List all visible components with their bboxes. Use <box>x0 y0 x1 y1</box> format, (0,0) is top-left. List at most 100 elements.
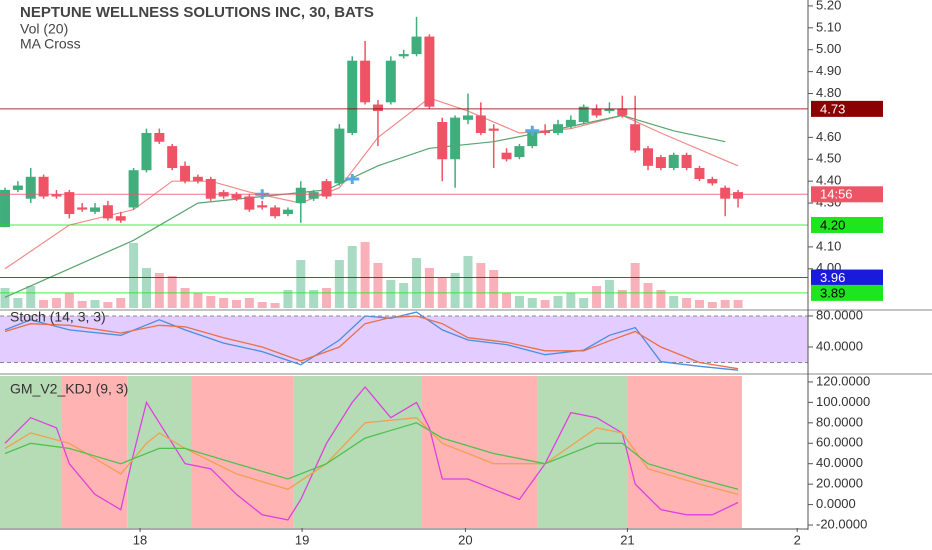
volume-bar <box>553 296 563 308</box>
candle-body <box>733 192 744 199</box>
y-tick-label: 4.90 <box>816 63 841 78</box>
signal-region <box>421 376 538 528</box>
indicator-line <box>4 97 739 270</box>
volume-bar <box>386 280 396 308</box>
signal-region <box>537 376 628 528</box>
indicator-line <box>4 422 739 490</box>
volume-bar <box>13 298 23 308</box>
volume-bar <box>720 300 730 308</box>
y-tick-label: 80.0000 <box>816 307 863 322</box>
candle-body <box>450 117 461 160</box>
volume-bar <box>579 298 589 308</box>
volume-bar <box>51 298 61 308</box>
y-tick-label: 80.0000 <box>816 414 863 429</box>
indicator-line <box>4 417 739 496</box>
candle-body <box>270 207 281 217</box>
y-tick-label: 4.10 <box>816 238 841 253</box>
candle-body <box>231 194 242 199</box>
candle-body <box>115 216 126 221</box>
candle-body <box>385 60 396 103</box>
y-tick-label: 40.0000 <box>816 455 863 470</box>
volume-bar <box>231 300 241 308</box>
price-level-label: 3.96 <box>820 270 845 285</box>
volume-bar <box>64 293 74 308</box>
y-tick-label: 40.0000 <box>816 338 863 353</box>
candle-body <box>295 187 306 204</box>
signal-region <box>293 376 422 528</box>
candle-body <box>347 60 358 133</box>
y-tick-label: 100.0000 <box>816 394 870 409</box>
volume-bar <box>103 302 113 308</box>
volume-bar <box>309 290 319 308</box>
candle-body <box>257 205 268 208</box>
candle-body <box>475 115 486 133</box>
price-level-label-bg <box>811 186 883 203</box>
volume-bar <box>476 263 486 308</box>
volume-bar <box>669 296 679 308</box>
indicator-label: MA Cross <box>20 36 81 52</box>
candle-body <box>372 104 383 112</box>
candle-body <box>514 146 525 158</box>
volume-bar <box>270 303 280 308</box>
volume-bar <box>373 263 383 308</box>
candle-body <box>462 115 473 120</box>
candle-body <box>643 148 654 166</box>
volume-bar <box>514 296 524 308</box>
y-tick-label: 0.0000 <box>816 496 856 511</box>
volume-bar <box>424 268 434 308</box>
candle-body <box>540 130 551 133</box>
candle-body <box>398 54 409 57</box>
candle-body <box>141 132 152 171</box>
volume-bar <box>90 300 100 308</box>
candle-body <box>282 209 293 215</box>
volume-bar <box>643 283 653 308</box>
panel-title: GM_V2_KDJ (9, 3) <box>10 381 128 397</box>
x-tick-label: 20 <box>458 532 472 547</box>
ma-cross-marker <box>525 125 540 136</box>
volume-bar <box>77 301 87 308</box>
volume-bar <box>129 243 139 308</box>
candle-body <box>360 60 371 103</box>
candle-body <box>321 181 332 197</box>
y-tick-label: 4.40 <box>816 173 841 188</box>
candle-body <box>681 154 692 169</box>
candle-body <box>90 207 101 212</box>
candle-body <box>694 168 705 179</box>
candle-body <box>64 192 75 215</box>
volume-bar <box>617 290 627 308</box>
volume-bar <box>694 300 704 308</box>
volume-bar <box>244 298 254 308</box>
volume-bar <box>219 298 229 308</box>
y-tick-label: -20.0000 <box>816 516 867 531</box>
volume-bar <box>283 290 293 308</box>
indicator-label: Vol (20) <box>20 21 68 37</box>
candle-body <box>180 165 191 182</box>
candle-body <box>12 185 23 190</box>
candle-body <box>0 189 11 228</box>
volume-bar <box>154 273 164 308</box>
signal-region <box>61 376 128 528</box>
volume-bar <box>682 298 692 308</box>
indicator-line <box>4 385 739 521</box>
volume-bar <box>180 288 190 308</box>
volume-bar <box>502 293 512 308</box>
candle-body <box>591 108 602 116</box>
candle-body <box>38 176 49 197</box>
indicator-line <box>4 311 739 371</box>
candle-body <box>128 170 139 208</box>
candle-body <box>77 207 88 210</box>
candle-body <box>167 146 178 169</box>
candle-body <box>720 187 731 199</box>
chart-title: NEPTUNE WELLNESS SOLUTIONS INC, 30, BATS <box>20 4 374 21</box>
volume-bar <box>566 293 576 308</box>
y-tick-label: 20.0000 <box>816 476 863 491</box>
candle-body <box>707 178 718 184</box>
candle-body <box>192 176 203 182</box>
volume-bar <box>193 293 203 308</box>
candle-body <box>668 154 679 169</box>
volume-bar <box>206 296 216 308</box>
candle-body <box>205 178 216 199</box>
volume-bar <box>463 256 473 308</box>
candle-body <box>488 128 499 131</box>
volume-bar <box>0 288 10 308</box>
